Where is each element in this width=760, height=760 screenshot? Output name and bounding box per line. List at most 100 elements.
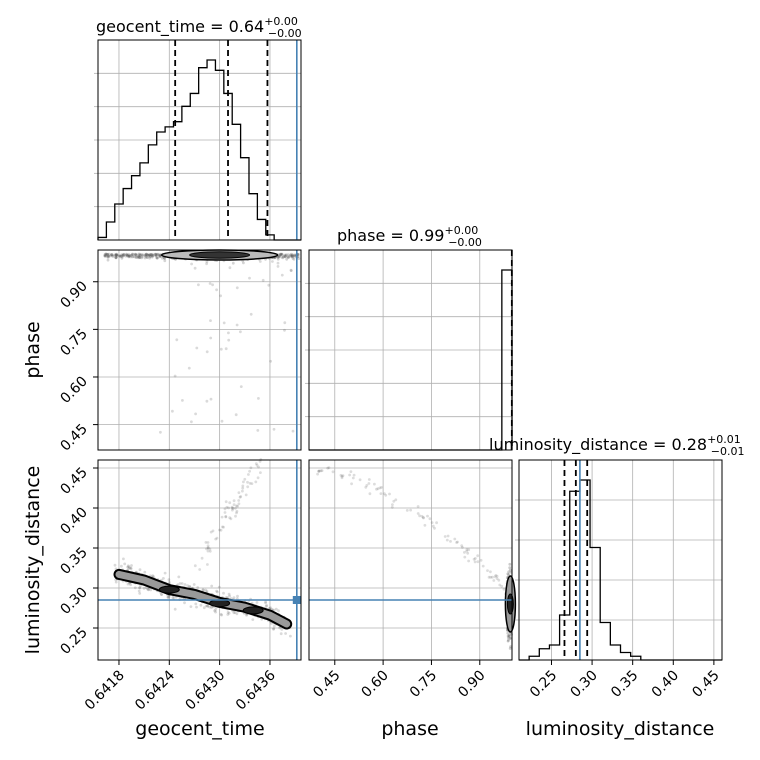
sample-point	[216, 590, 219, 594]
sample-point	[507, 634, 511, 638]
sample-point	[120, 255, 124, 259]
sample-point	[274, 607, 278, 611]
histogram-geocent-time	[97, 59, 301, 241]
sample-point	[238, 495, 242, 499]
sample-point	[348, 473, 351, 477]
sample-point	[231, 508, 234, 512]
sample-point	[209, 397, 213, 401]
x-axis-label-phase: phase	[381, 718, 438, 740]
x-tick-labels-geocent-time: 0.6418 0.6424 0.6430 0.6436	[82, 660, 279, 713]
sample-point	[508, 562, 512, 566]
sample-point	[148, 253, 152, 256]
sample-point	[144, 586, 148, 590]
sample-point	[278, 254, 282, 258]
sample-point	[154, 254, 158, 258]
sample-point	[254, 462, 258, 465]
x-tick-label: 0.6430	[182, 668, 228, 714]
sample-point	[349, 470, 353, 473]
sample-point	[394, 498, 398, 502]
y-axis-label-phase: phase	[22, 321, 44, 378]
sample-point	[456, 540, 459, 544]
sample-point	[384, 493, 388, 497]
sample-point	[493, 575, 497, 579]
panel-geocent-time-histogram	[94, 39, 302, 241]
sample-point	[287, 255, 290, 259]
sample-point	[106, 255, 109, 259]
sample-point	[149, 252, 153, 256]
sample-point	[259, 471, 262, 474]
y-tick-label: 0.25	[57, 625, 90, 658]
x-tick-label: 0.45	[689, 668, 722, 701]
sample-point	[289, 268, 293, 272]
sample-point	[283, 253, 286, 257]
sample-point	[151, 253, 155, 257]
sample-point	[230, 505, 234, 509]
sample-point	[130, 253, 134, 256]
sample-point	[150, 255, 154, 259]
sample-point	[114, 256, 118, 259]
sample-point	[137, 252, 141, 256]
sample-point	[138, 256, 142, 259]
sample-point	[508, 566, 512, 570]
sample-point	[118, 254, 122, 258]
sample-point	[104, 252, 108, 256]
sample-point	[126, 564, 130, 568]
sample-point	[205, 589, 209, 593]
sample-point	[489, 570, 492, 574]
sample-point	[290, 254, 294, 257]
sample-point	[227, 592, 231, 596]
sample-point	[467, 548, 471, 552]
sample-point	[220, 613, 224, 617]
sample-point	[286, 255, 290, 259]
y-tick-label: 0.60	[57, 374, 90, 407]
sample-point	[489, 575, 493, 579]
sample-point	[507, 570, 511, 574]
sample-point	[136, 255, 140, 259]
sample-point	[232, 596, 236, 600]
sample-point	[114, 580, 118, 584]
sample-point	[507, 573, 511, 576]
sample-point	[239, 385, 243, 388]
sample-point	[405, 509, 409, 512]
sample-point	[257, 465, 260, 469]
sample-point	[141, 253, 145, 257]
sample-point	[129, 255, 132, 259]
sample-point	[121, 254, 125, 257]
sample-point	[107, 255, 111, 258]
sample-point	[133, 253, 137, 257]
sample-point	[146, 253, 150, 257]
sample-point	[134, 253, 138, 256]
sample-point	[235, 509, 239, 513]
grid	[98, 250, 301, 450]
sample-point	[145, 252, 148, 256]
sample-point	[208, 549, 212, 553]
y-tick-labels-luminosity-distance: 0.25 0.30 0.35 0.40 0.45	[57, 465, 98, 658]
sample-point	[211, 283, 215, 287]
sample-point	[473, 557, 477, 560]
y-tick-label: 0.45	[57, 421, 90, 454]
sample-point	[279, 252, 283, 256]
sample-point	[351, 476, 355, 480]
sample-point	[114, 256, 118, 260]
sample-point	[455, 541, 458, 544]
sample-point	[130, 255, 134, 259]
sample-point	[500, 584, 504, 588]
scatter-samples	[316, 466, 514, 650]
sample-point	[210, 584, 214, 588]
sample-point	[254, 480, 258, 484]
sample-point	[219, 347, 223, 351]
sample-point	[110, 253, 114, 257]
sample-point	[242, 480, 245, 484]
density-contours	[504, 575, 517, 633]
sample-point	[498, 583, 502, 587]
sample-point	[284, 253, 288, 257]
title-phase: phase = 0.99+0.00 −0.00	[337, 224, 482, 249]
sample-point	[224, 515, 228, 518]
sample-point	[280, 628, 284, 631]
sample-point	[280, 273, 284, 277]
sample-point	[352, 473, 356, 477]
sample-point	[196, 586, 200, 589]
sample-point	[176, 583, 180, 586]
sample-point	[208, 605, 212, 609]
sample-point	[183, 601, 186, 605]
